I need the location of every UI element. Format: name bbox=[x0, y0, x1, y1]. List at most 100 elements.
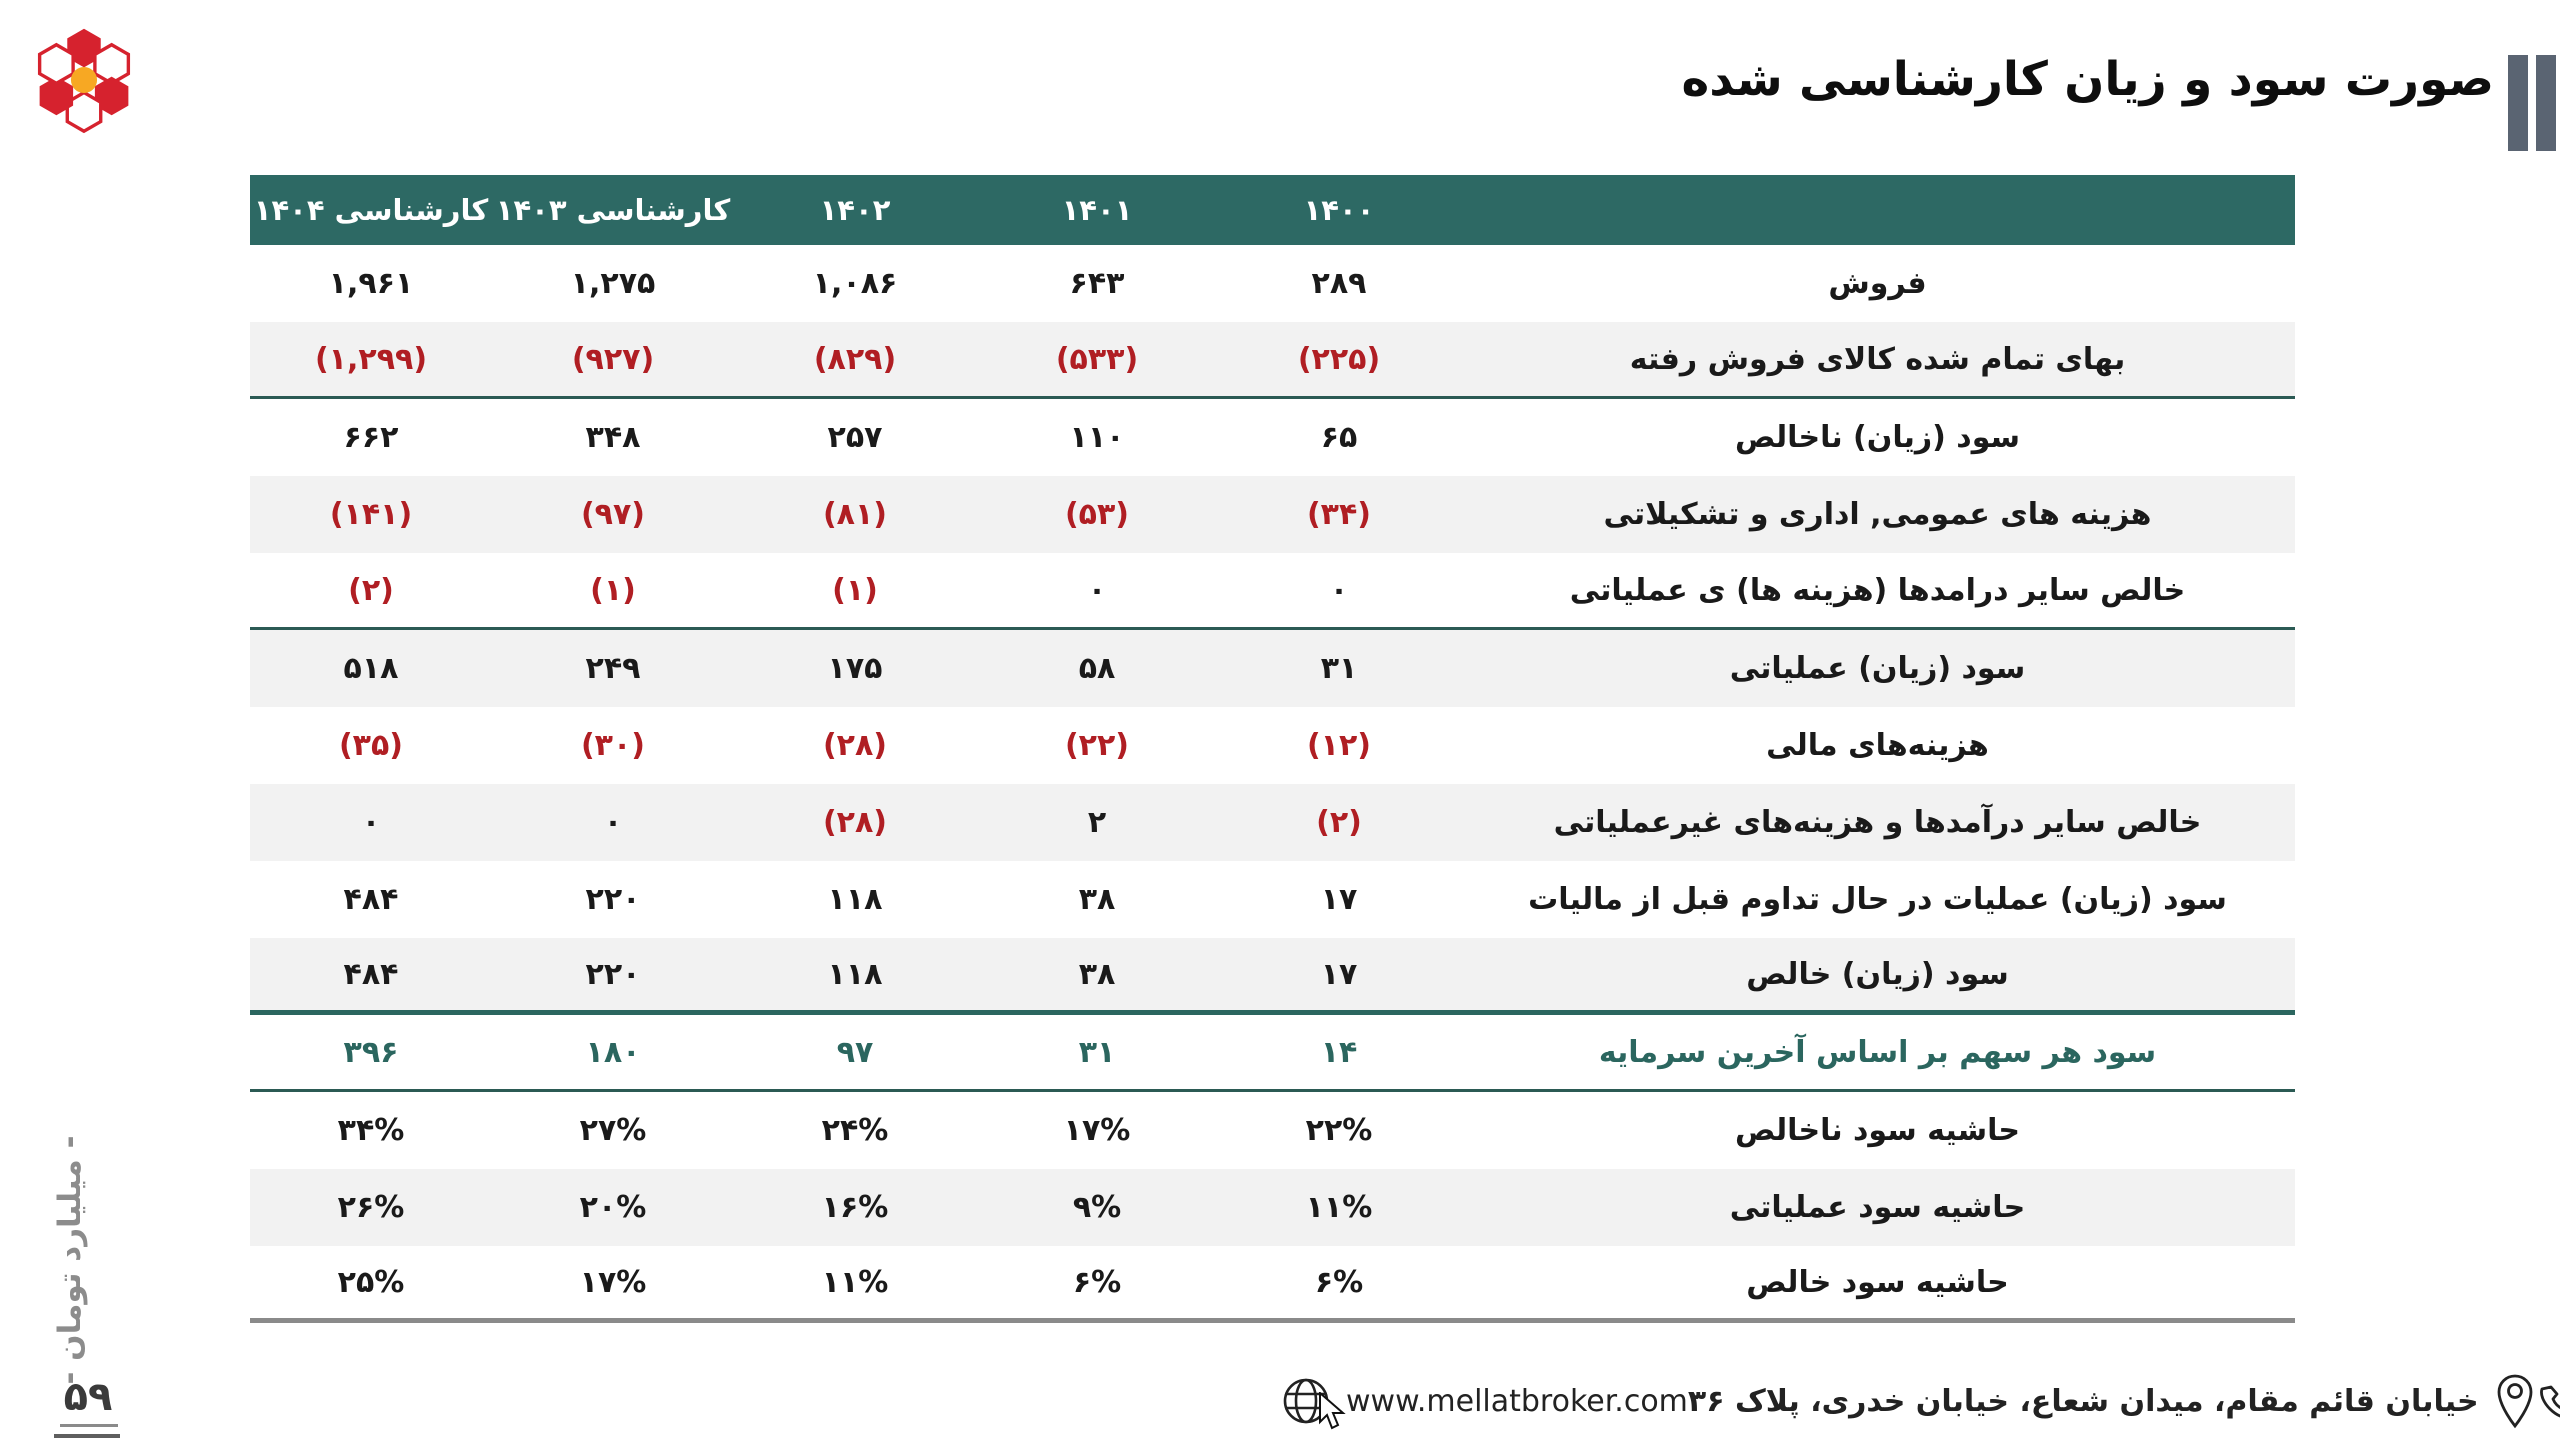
pl-statement-table: ۱۴۰۰ ۱۴۰۱ ۱۴ ۰ ۲ کارشناسی ۱۴۰۳ کارشناسی ۱۴… bbox=[250, 175, 2295, 1323]
row-label: سود (زیان) خالص bbox=[1746, 956, 2009, 992]
table-row: سود (زیان) عملیات در حال تداوم قبل از ما… bbox=[250, 861, 2295, 938]
cell-value: ۲۵۷ bbox=[827, 420, 883, 455]
cell-value: ۳۹۶ bbox=[343, 1034, 399, 1070]
cell-value: ۲۲% bbox=[1305, 1113, 1373, 1148]
row-label: حاشیه سود خالص bbox=[1746, 1264, 2009, 1300]
cell-value: ۴۸۴ bbox=[343, 882, 399, 917]
table-row: خالص سایر درامدها (هزینه ها) ی عملیاتی ۰… bbox=[250, 553, 2295, 630]
phone-icon bbox=[2537, 1377, 2560, 1425]
cell-value: ۵۱۸ bbox=[343, 651, 399, 686]
cell-value: ۲۲۰ bbox=[585, 956, 641, 992]
cell-value: ۰ bbox=[603, 805, 623, 840]
cell-value: (۱۲) bbox=[1306, 728, 1372, 763]
cell-value: ۱۱۸ bbox=[827, 882, 883, 917]
mouse-cursor-icon bbox=[1318, 1390, 1348, 1432]
row-label: بهای تمام شده کالای فروش رفته bbox=[1629, 341, 2126, 377]
table-row-eps: سود هر سهم بر اساس آخرین سرمایه ۱۴ ۳۱ ۹۷… bbox=[250, 1015, 2295, 1092]
table-row: فروش ۲۸۹ ۶۴۳ ۱,۰۸۶ ۱,۲۷۵ ۱,۹۶۱ bbox=[250, 245, 2295, 322]
cell-value: ۳۸ bbox=[1078, 956, 1116, 992]
cell-value: ۳۴% bbox=[337, 1113, 405, 1148]
cell-value: ۵۸ bbox=[1078, 651, 1116, 686]
cell-value: ۱۷% bbox=[579, 1264, 647, 1300]
cell-value: ۱۱% bbox=[1305, 1190, 1373, 1225]
cell-value: ۲۲۰ bbox=[585, 882, 641, 917]
cell-value: (۱۴۱) bbox=[329, 497, 413, 532]
cell-value: ۱,۹۶۱ bbox=[328, 266, 414, 301]
row-label: سود (زیان) عملیات در حال تداوم قبل از ما… bbox=[1528, 882, 2227, 917]
cell-value: (۸۱) bbox=[822, 497, 888, 532]
cell-value: (۳۰) bbox=[580, 728, 646, 763]
column-header-1401: ۱۴۰۱ bbox=[1061, 193, 1133, 227]
cell-value: ۱,۰۸۶ bbox=[812, 266, 898, 301]
cell-value: ۱۷% bbox=[1063, 1113, 1131, 1148]
table-row: سود (زیان) عملیاتی ۳۱ ۵۸ ۱۷۵ ۲۴۹ ۵۱۸ bbox=[250, 630, 2295, 707]
cell-value: (۲۲۵) bbox=[1297, 341, 1381, 377]
cell-value: ۶۶۲ bbox=[343, 420, 399, 455]
cell-value: (۳۵) bbox=[338, 728, 404, 763]
mellat-logo-icon bbox=[26, 22, 142, 138]
table-row: سود (زیان) خالص ۱۷ ۳۸ ۱۱۸ ۲۲۰ ۴۸۴ bbox=[250, 938, 2295, 1015]
cell-value: ۰ bbox=[1329, 572, 1349, 608]
cell-value: (۱) bbox=[832, 572, 878, 608]
website-url[interactable]: www.mellatbroker.com bbox=[1346, 1383, 1688, 1419]
cell-value: ۱۱۰ bbox=[1069, 420, 1125, 455]
table-row: سود (زیان) ناخالص ۶۵ ۱۱۰ ۲۵۷ ۳۴۸ ۶۶۲ bbox=[250, 399, 2295, 476]
footer-phone: ۰۲۱-۴۲۱۱۶۰۰۰ bbox=[2537, 1377, 2560, 1425]
column-header-expert-1404: کارشناسی ۱۴۰۴ bbox=[253, 193, 489, 227]
column-header-expert-1403: کارشناسی ۱۴۰۳ bbox=[495, 193, 731, 227]
cell-value: ۱۱% bbox=[821, 1264, 889, 1300]
table-header-row: ۱۴۰۰ ۱۴۰۱ ۱۴۰۲ کارشناسی ۱۴۰۳ کارشناسی ۱۴… bbox=[250, 175, 2295, 245]
cell-value: ۳۱ bbox=[1078, 1034, 1116, 1070]
table-row: بهای تمام شده کالای فروش رفته (۲۲۵) (۵۳۳… bbox=[250, 322, 2295, 399]
cell-value: (۲) bbox=[1316, 805, 1362, 840]
row-label: فروش bbox=[1828, 266, 1927, 301]
page-title: صورت سود و زیان کارشناسی شده bbox=[1681, 52, 2494, 107]
cell-value: (۲) bbox=[348, 572, 394, 608]
row-label: سود (زیان) ناخالص bbox=[1734, 420, 2021, 455]
table-row: حاشیه سود ناخالص ۲۲% ۱۷% ۲۴% ۲۷% ۳۴% bbox=[250, 1092, 2295, 1169]
cell-value: ۱۴ bbox=[1320, 1034, 1358, 1070]
cell-value: (۲۲) bbox=[1064, 728, 1130, 763]
table-row: خالص سایر درآمدها و هزینه‌های غیرعملیاتی… bbox=[250, 784, 2295, 861]
cell-value: ۰ bbox=[361, 805, 381, 840]
row-label: سود (زیان) عملیاتی bbox=[1729, 651, 2026, 686]
table-row: هزینه‌های مالی (۱۲) (۲۲) (۲۸) (۳۰) (۳۵) bbox=[250, 707, 2295, 784]
cell-value: ۲۸۹ bbox=[1311, 266, 1367, 301]
cell-value: ۲۷% bbox=[579, 1113, 647, 1148]
footer-website: www.mellatbroker.com bbox=[1280, 1375, 1688, 1427]
cell-value: (۹۲۷) bbox=[571, 341, 655, 377]
cell-value: (۲۸) bbox=[822, 728, 888, 763]
cell-value: ۱۸۰ bbox=[585, 1034, 641, 1070]
cell-value: ۳۴۸ bbox=[585, 420, 641, 455]
unit-label: - میلیارد تومان - bbox=[52, 1135, 88, 1385]
cell-value: (۱,۲۹۹) bbox=[314, 341, 428, 377]
cell-value: ۲ bbox=[1087, 805, 1107, 840]
row-label: خالص سایر درآمدها و هزینه‌های غیرعملیاتی bbox=[1553, 805, 2202, 840]
table-row: حاشیه سود خالص ۶% ۶% ۱۱% ۱۷% ۲۵% bbox=[250, 1246, 2295, 1323]
location-pin-icon bbox=[2493, 1373, 2537, 1429]
cell-value: (۲۸) bbox=[822, 805, 888, 840]
cell-value: ۲۵% bbox=[337, 1264, 405, 1300]
row-label: هزینه های عمومی, اداری و تشکیلاتی bbox=[1603, 497, 2152, 532]
cell-value: (۵۳۳) bbox=[1055, 341, 1139, 377]
column-header-1400: ۱۴۰۰ bbox=[1303, 193, 1375, 227]
page-number-underline bbox=[54, 1434, 120, 1438]
cell-value: ۲۴۹ bbox=[585, 651, 641, 686]
cell-value: ۶% bbox=[1072, 1264, 1122, 1300]
cell-value: ۰ bbox=[1087, 572, 1107, 608]
footer-address: خیابان قائم مقام، میدان شعاع، خیابان خدر… bbox=[1688, 1373, 2537, 1429]
cell-value: ۱,۲۷۵ bbox=[570, 266, 656, 301]
cell-value: ۱۷ bbox=[1320, 956, 1358, 992]
cell-value: ۳۱ bbox=[1320, 651, 1358, 686]
cell-value: ۲۶% bbox=[337, 1190, 405, 1225]
cell-value: ۲۰% bbox=[579, 1190, 647, 1225]
cell-value: ۱۷۵ bbox=[827, 651, 883, 686]
row-label: هزینه‌های مالی bbox=[1766, 728, 1989, 763]
cell-value: ۶۴۳ bbox=[1069, 266, 1125, 301]
cell-value: ۳۸ bbox=[1078, 882, 1116, 917]
cell-value: (۸۲۹) bbox=[813, 341, 897, 377]
cell-value: ۲۴% bbox=[821, 1113, 889, 1148]
cell-value: ۱۷ bbox=[1320, 882, 1358, 917]
page-number: ۵۹ bbox=[63, 1374, 113, 1420]
